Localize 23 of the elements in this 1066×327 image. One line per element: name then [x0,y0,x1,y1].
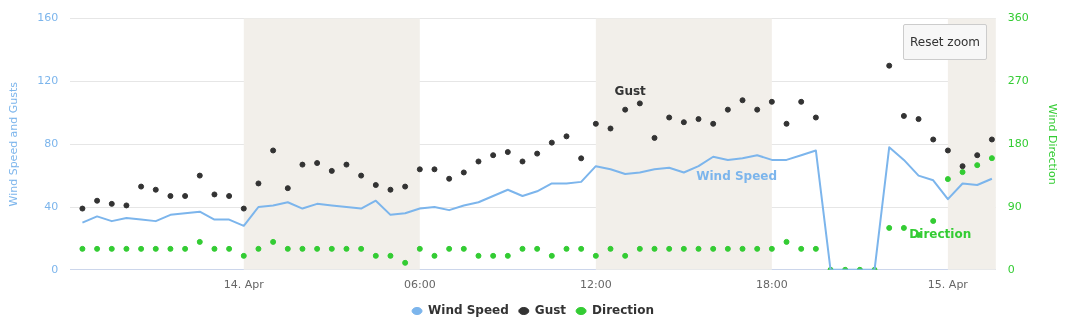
reset-zoom-button: Reset zoom [903,24,987,60]
y-tick-label: 40 [44,199,59,213]
y2-tick-label: 360 [1007,11,1029,25]
legend-label: Wind Speed [428,303,509,318]
y-tick-label: 80 [44,137,59,151]
y-tick-label: 120 [37,74,59,88]
y-tick-label: 160 [37,11,59,25]
x-tick-label: 12:00 [579,278,612,292]
legend-label: Direction [592,303,654,318]
y-tick-label: 0 [51,262,59,276]
y2-tick-label: 270 [1007,74,1029,88]
text: Wind Speed [696,168,778,183]
x-tick-label: 18:00 [756,278,788,292]
y-axis-title: Wind Speed and Gusts [7,81,21,207]
x-tick-label: 06:00 [403,278,436,292]
x-tick-label: 14. Apr [223,278,265,292]
legend-label: Gust [534,303,567,318]
y2-tick-label: 90 [1007,199,1022,213]
text: Gust [614,83,646,98]
y2-tick-label: 180 [1007,137,1029,151]
x-tick-label: 15. Apr [927,278,969,292]
y2-tick-label: 0 [1007,262,1015,276]
y2-axis-title: Wind Direction [1045,103,1059,185]
